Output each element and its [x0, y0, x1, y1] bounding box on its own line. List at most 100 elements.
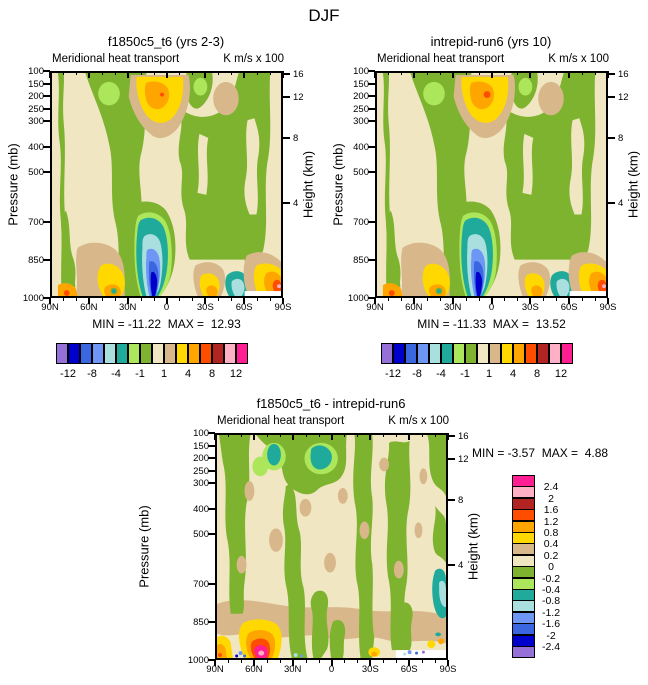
lat-tick-top — [451, 71, 454, 78]
pressure-tick-label: 300 — [193, 478, 209, 490]
legend-label: 0.8 — [543, 527, 559, 539]
height-tick-label: 4 — [458, 559, 464, 571]
panel1-height-axis-label: Height (km) — [300, 150, 316, 219]
panel1-subtitle-right: K m/s x 100 — [223, 53, 284, 65]
lat-minor-tick-bottom — [240, 660, 242, 663]
lat-tick-top — [282, 71, 284, 78]
lat-minor-tick-top — [504, 71, 506, 75]
legend-label: 0.2 — [543, 549, 559, 562]
colorbar-box — [501, 343, 513, 364]
legend-box — [512, 623, 535, 636]
legend-label: 2.4 — [543, 481, 559, 494]
colorbar-label: 8 — [533, 368, 541, 380]
colorbar-label: -1 — [460, 368, 470, 380]
lat-minor-tick-bottom — [75, 298, 77, 301]
lat-minor-tick-top — [140, 71, 142, 75]
lat-tick-bottom — [49, 298, 51, 304]
legend-label: 0 — [548, 561, 554, 574]
pressure-tick — [208, 659, 215, 661]
lat-tick-label: 60N — [405, 302, 423, 313]
lat-tick-bottom — [447, 660, 449, 666]
lat-minor-tick-bottom — [114, 298, 116, 301]
pressure-tick-label: 500 — [353, 166, 369, 178]
lat-tick-label: 60S — [400, 664, 418, 675]
pressure-tick-label: 400 — [193, 503, 209, 515]
lat-minor-tick-top — [266, 433, 268, 437]
colorbar-box — [561, 343, 573, 364]
lat-tick-top — [568, 71, 571, 78]
lat-minor-tick-bottom — [517, 298, 519, 301]
lat-tick-bottom — [243, 298, 246, 304]
colorbar-box — [104, 343, 116, 364]
lat-minor-tick-bottom — [426, 298, 428, 301]
pressure-tick-label: 100 — [28, 66, 44, 77]
pressure-tick — [208, 469, 215, 472]
lat-minor-tick-bottom — [439, 298, 441, 301]
pressure-tick-label: 500 — [193, 528, 209, 540]
lat-tick-label: 90N — [41, 302, 59, 313]
lat-minor-tick-top — [318, 433, 320, 437]
pressure-tick — [208, 532, 215, 535]
legend-box — [512, 520, 535, 533]
pressure-tick-label: 150 — [28, 78, 44, 90]
pressure-tick-label: 250 — [28, 103, 44, 115]
height-tick — [448, 498, 455, 501]
lat-tick-label: 30S — [521, 302, 539, 313]
pressure-tick — [368, 145, 375, 148]
lat-minor-tick-bottom — [422, 660, 424, 663]
lat-minor-tick-bottom — [218, 298, 220, 301]
lat-minor-tick-top — [114, 71, 116, 75]
pressure-tick — [368, 170, 375, 173]
colorbar-box — [465, 343, 477, 364]
lat-minor-tick-bottom — [357, 660, 359, 663]
lat-tick-top — [243, 71, 246, 78]
pressure-tick-label: 200 — [28, 91, 44, 103]
pressure-tick-label: 700 — [28, 217, 44, 229]
pressure-tick-label: 100 — [193, 428, 209, 439]
pressure-tick — [43, 107, 50, 110]
colorbar-box — [212, 343, 224, 364]
panel3-title: f1850c5_t6 - intrepid-run6 — [256, 396, 406, 411]
lat-tick-bottom — [87, 298, 90, 304]
pressure-tick-label: 850 — [193, 617, 209, 629]
legend-box — [512, 634, 535, 647]
panel1-title: f1850c5_t6 (yrs 2-3) — [107, 34, 225, 49]
pressure-tick-label: 100 — [353, 66, 369, 77]
pressure-tick — [368, 259, 375, 262]
lat-tick-bottom — [374, 298, 376, 304]
legend-label: -1.6 — [541, 618, 561, 631]
colorbar-box — [429, 343, 441, 364]
legend-box — [512, 486, 535, 499]
lat-tick-bottom — [252, 660, 255, 666]
height-tick — [283, 201, 290, 204]
lat-tick-label: 60S — [235, 302, 253, 313]
pressure-tick — [208, 621, 215, 624]
panel1-minmax: MIN = -11.22 MAX = 12.93 — [92, 317, 241, 331]
panel2-title: intrepid-run6 (yrs 10) — [430, 34, 552, 49]
lat-tick-bottom — [204, 298, 207, 304]
lat-tick-bottom — [165, 298, 168, 304]
pressure-tick-label: 250 — [193, 465, 209, 477]
lat-minor-tick-top — [422, 433, 424, 437]
height-tick-label: 12 — [293, 92, 304, 104]
colorbar-label: -1 — [135, 368, 145, 380]
panel2-subtitle-right: K m/s x 100 — [548, 53, 609, 65]
pressure-tick — [43, 145, 50, 148]
panel3-height-axis-label: Height (km) — [465, 512, 481, 581]
colorbar-box — [164, 343, 176, 364]
colorbar-box — [224, 343, 236, 364]
pressure-tick — [208, 457, 215, 460]
pressure-tick-label: 300 — [28, 116, 44, 128]
lat-minor-tick-top — [344, 433, 346, 437]
colorbar-box — [236, 343, 248, 364]
pressure-tick-label: 850 — [28, 255, 44, 267]
legend-box — [512, 543, 535, 556]
pressure-tick — [208, 583, 215, 586]
lat-minor-tick-top — [231, 71, 233, 75]
lat-minor-tick-bottom — [192, 298, 194, 301]
lat-minor-tick-top — [240, 433, 242, 437]
lat-tick-top — [447, 433, 449, 440]
lat-minor-tick-bottom — [62, 298, 64, 301]
lat-minor-tick-top — [179, 71, 181, 75]
